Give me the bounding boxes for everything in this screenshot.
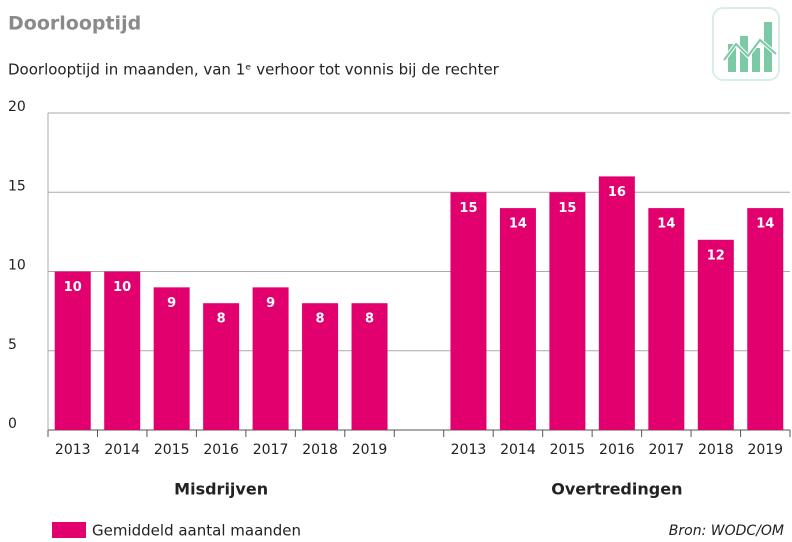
- bar: [153, 287, 190, 430]
- bar: [598, 176, 635, 430]
- y-tick-label: 20: [8, 99, 26, 115]
- value-label: 14: [756, 217, 774, 232]
- value-label: 15: [459, 201, 477, 216]
- legend-label: Gemiddeld aantal maanden: [92, 522, 301, 540]
- value-label: 12: [707, 248, 725, 263]
- chart-subtitle: Doorlooptijd in maanden, van 1ᵉ verhoor …: [8, 61, 500, 79]
- bar: [697, 239, 734, 430]
- group-label: Overtredingen: [551, 480, 682, 499]
- value-label: 8: [365, 312, 374, 327]
- x-tick-label: 2016: [599, 442, 635, 458]
- value-label: 9: [167, 296, 176, 311]
- bar: [549, 192, 586, 430]
- x-tick-label: 2017: [649, 442, 685, 458]
- bar: [747, 208, 784, 430]
- value-label: 10: [64, 280, 82, 295]
- x-tick-label: 2016: [203, 442, 239, 458]
- x-tick-label: 2013: [55, 442, 91, 458]
- x-tick-label: 2018: [302, 442, 338, 458]
- x-tick-label: 2013: [451, 442, 487, 458]
- group-label: Misdrijven: [174, 480, 268, 499]
- x-tick-label: 2015: [154, 442, 190, 458]
- x-tick-label: 2015: [550, 442, 586, 458]
- bar: [203, 303, 240, 430]
- value-label: 8: [217, 312, 226, 327]
- value-label: 14: [657, 217, 675, 232]
- value-label: 14: [509, 217, 527, 232]
- y-tick-label: 10: [8, 258, 26, 274]
- bar: [302, 303, 339, 430]
- bar: [499, 208, 536, 430]
- x-tick-label: 2014: [500, 442, 536, 458]
- legend-swatch: [52, 522, 86, 538]
- y-tick-label: 5: [8, 337, 17, 353]
- y-tick-label: 15: [8, 178, 26, 194]
- x-tick-label: 2014: [104, 442, 140, 458]
- value-label: 10: [113, 280, 131, 295]
- value-label: 9: [266, 296, 275, 311]
- value-label: 8: [316, 312, 325, 327]
- bar: [104, 271, 141, 430]
- value-label: 16: [608, 185, 626, 200]
- bar: [54, 271, 91, 430]
- source: Bron: WODC/OM: [669, 523, 784, 539]
- chart-title: Doorlooptijd: [8, 13, 141, 35]
- x-tick-label: 2019: [352, 442, 388, 458]
- bar: [648, 208, 685, 430]
- bar: [252, 287, 289, 430]
- bar: [450, 192, 487, 430]
- x-tick-label: 2017: [253, 442, 289, 458]
- x-tick-label: 2019: [747, 442, 783, 458]
- value-label: 15: [558, 201, 576, 216]
- x-tick-label: 2018: [698, 442, 734, 458]
- bar: [351, 303, 388, 430]
- y-tick-label: 0: [8, 416, 17, 432]
- icon: [712, 7, 780, 81]
